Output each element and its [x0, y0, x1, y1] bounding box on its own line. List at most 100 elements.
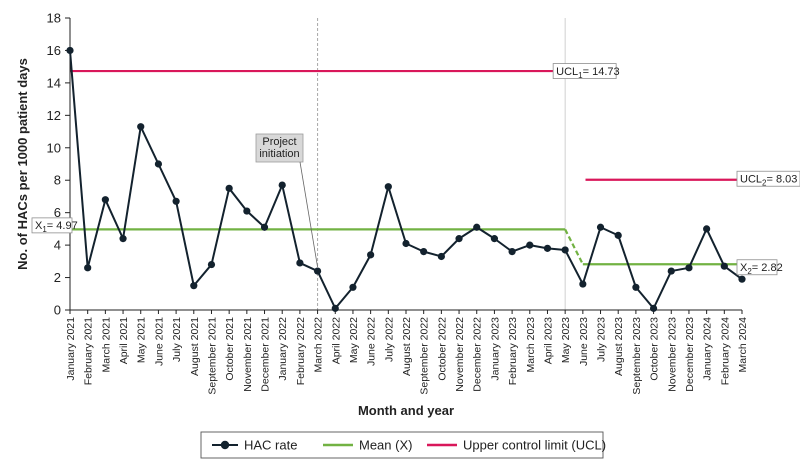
x-tick-label: September 2023	[631, 317, 643, 395]
x-tick-label: November 2023	[666, 317, 678, 392]
x-tick-label: March 2022	[313, 317, 325, 373]
x-axis-title: Month and year	[358, 403, 454, 418]
hac-rate-point	[649, 304, 658, 312]
hac-rate-point	[632, 283, 640, 291]
hac-rate-point	[101, 196, 109, 204]
x-tick-label: September 2022	[419, 317, 431, 395]
x-tick-label: October 2022	[436, 317, 448, 381]
legend-hac-rate-marker	[220, 440, 230, 450]
hac-rate-point	[260, 223, 269, 231]
x-tick-label: July 2023	[596, 317, 608, 362]
hac-rate-point	[66, 46, 74, 55]
hac-rate-point	[703, 225, 711, 233]
hac-rate-point	[190, 282, 198, 290]
mean-transition-line	[564, 228, 584, 265]
hac-rate-point	[579, 280, 587, 288]
x-tick-label: March 2023	[525, 317, 537, 373]
hac-rate-point	[508, 248, 516, 256]
hac-rate-point	[667, 267, 675, 275]
y-tick-label: 12	[47, 108, 61, 123]
hac-rate-point	[313, 267, 322, 275]
hac-rate-point	[243, 207, 251, 215]
x-tick-label: January 2022	[277, 317, 289, 381]
x-tick-label: February 2021	[83, 317, 95, 385]
y-tick-label: 16	[47, 43, 61, 58]
project-initiation-box	[255, 133, 304, 163]
x-tick-label: June 2023	[578, 317, 590, 366]
mean-2-label-box	[736, 259, 778, 276]
x-tick-label: February 2022	[295, 317, 307, 385]
x-tick-label: December 2021	[260, 317, 272, 392]
x-tick-label: October 2021	[224, 317, 236, 381]
y-tick-label: 4	[54, 238, 61, 253]
x-tick-label: October 2023	[649, 317, 661, 381]
y-tick-label: 14	[47, 75, 61, 90]
x-tick-label: November 2021	[242, 317, 254, 392]
y-tick-label: 0	[54, 303, 61, 318]
project-initiation-label: Project	[262, 136, 296, 148]
hac-rate-point	[225, 184, 233, 192]
x-tick-label: December 2023	[684, 317, 696, 392]
x-tick-label: June 2021	[153, 317, 165, 366]
hac-rate-point	[154, 160, 163, 168]
hac-rate-point	[349, 283, 357, 291]
hac-rate-point	[296, 259, 304, 267]
x-tick-label: March 2021	[100, 317, 112, 373]
x-tick-label: February 2023	[507, 317, 519, 385]
x-tick-label: April 2023	[542, 317, 554, 364]
y-axis-title: No. of HACs per 1000 patient days	[15, 58, 30, 270]
mean-1-label: X1= 4.97	[35, 220, 78, 234]
hac-rate-point	[137, 123, 145, 131]
ucl-1-label: UCL1= 14.73	[556, 66, 619, 80]
mean-2-label: X2= 2.82	[740, 262, 783, 276]
hac-rate-point	[420, 248, 428, 256]
hac-rate-point	[384, 183, 392, 191]
project-initiation-label: initiation	[259, 148, 299, 160]
hac-rate-point	[685, 264, 693, 272]
legend-box	[200, 431, 604, 459]
hac-rate-point	[207, 260, 216, 269]
x-tick-label: August 2023	[613, 317, 625, 376]
legend-mean-label: Mean (X)	[359, 438, 412, 453]
hac-rate-point	[437, 252, 445, 261]
y-tick-label: 2	[54, 270, 61, 285]
hac-rate-point	[561, 246, 569, 254]
legend-ucl-label: Upper control limit (UCL)	[463, 438, 606, 453]
x-tick-label: May 2022	[348, 317, 360, 363]
hac-rate-point	[119, 235, 127, 243]
hac-rate-point	[455, 235, 463, 243]
hac-rate-point	[402, 239, 410, 248]
x-tick-label: May 2023	[560, 317, 572, 363]
hac-rate-point	[172, 197, 180, 205]
hac-rate-point	[526, 241, 534, 249]
ucl-2-label-box	[736, 170, 800, 187]
y-tick-label: 6	[54, 205, 61, 220]
hac-rate-point	[738, 275, 746, 283]
hac-rate-point	[720, 262, 728, 270]
hac-rate-point	[543, 244, 552, 252]
x-tick-label: April 2021	[118, 317, 130, 364]
hac-rate-point	[278, 181, 286, 189]
hac-rate-point	[473, 223, 481, 231]
x-tick-label: March 2024	[737, 317, 749, 373]
x-tick-label: February 2024	[719, 317, 731, 385]
x-tick-label: November 2022	[454, 317, 466, 392]
legend-hac-rate-label: HAC rate	[244, 438, 297, 453]
x-tick-label: August 2022	[401, 317, 413, 376]
x-tick-label: June 2022	[366, 317, 378, 366]
x-tick-label: July 2022	[383, 317, 395, 362]
hac-rate-point	[490, 235, 499, 243]
hac-rate-point	[596, 223, 605, 231]
hac-rate-point	[367, 251, 375, 259]
x-tick-label: September 2021	[206, 317, 218, 395]
hac-rate-point	[84, 264, 92, 272]
x-tick-label: January 2023	[489, 317, 501, 381]
mean-1-label-box	[31, 217, 73, 234]
y-tick-label: 10	[47, 140, 61, 155]
ucl-1-label-box	[552, 63, 617, 79]
project-initiation-pointer	[299, 161, 318, 268]
x-tick-label: December 2022	[472, 317, 484, 392]
ucl-2-label: UCL2= 8.03	[740, 174, 797, 188]
hac-rate-point	[331, 304, 339, 312]
x-tick-label: July 2021	[171, 317, 183, 362]
